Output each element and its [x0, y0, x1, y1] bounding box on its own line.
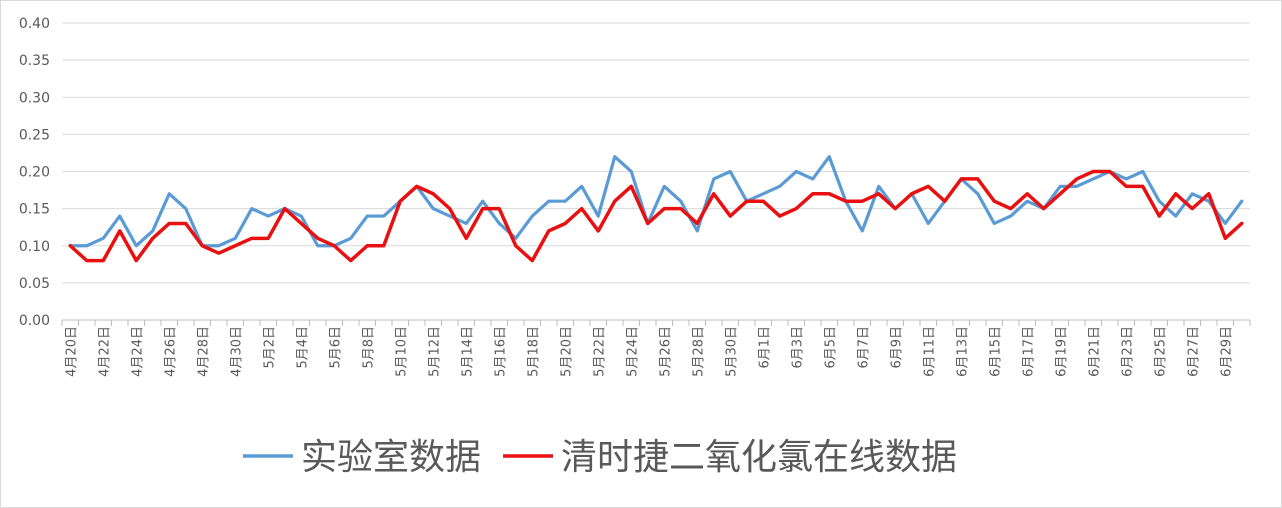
x-tick-label: 5月28日: [691, 326, 706, 377]
x-tick-label: 5月12日: [427, 326, 442, 377]
x-tick-label: 4月30日: [229, 326, 244, 377]
x-tick-label: 6月3日: [790, 326, 805, 369]
x-tick-label: 5月10日: [394, 326, 409, 377]
x-tick-label: 6月17日: [1021, 326, 1036, 377]
x-tick-label: 6月19日: [1054, 326, 1069, 377]
x-tick-label: 4月28日: [196, 326, 211, 377]
x-tick-label: 4月20日: [64, 326, 79, 377]
y-tick-label: 0.30: [19, 90, 50, 106]
y-tick-label: 0.20: [19, 165, 50, 181]
series-line-1: [68, 155, 1244, 248]
legend-label-2: 清时捷二氧化氯在线数据: [561, 437, 957, 478]
x-tick-label: 6月27日: [1186, 326, 1201, 377]
legend: 实验室数据 清时捷二氧化氯在线数据: [243, 437, 957, 478]
y-tick-label: 0.10: [19, 239, 50, 255]
x-tick-label: 5月18日: [526, 326, 541, 377]
x-tick-label: 5月8日: [361, 326, 376, 369]
x-tick-label: 6月25日: [1153, 326, 1168, 377]
y-tick-label: 0.25: [19, 127, 50, 143]
x-tick-label: 6月1日: [757, 326, 772, 369]
x-tick-label: 5月6日: [328, 326, 343, 369]
y-tick-label: 0.15: [19, 202, 50, 218]
y-tick-label: 0.35: [19, 53, 50, 69]
legend-label-1: 实验室数据: [301, 437, 481, 478]
x-tick-label: 5月22日: [592, 326, 607, 377]
x-tick-label: 5月30日: [724, 326, 739, 377]
x-tick-label: 6月7日: [856, 326, 871, 369]
x-tick-label: 6月11日: [922, 326, 937, 377]
y-axis-ticks: 0.00 0.05 0.10 0.15 0.20 0.25 0.30 0.35 0.40: [19, 16, 50, 329]
x-tick-label: 5月20日: [559, 326, 574, 377]
x-tick-label: 5月16日: [493, 326, 508, 377]
x-tick-label: 6月23日: [1120, 326, 1135, 377]
x-tick-label: 6月9日: [889, 326, 904, 369]
x-tick-label: 6月21日: [1087, 326, 1102, 377]
series-lines: [68, 155, 1244, 263]
x-tick-label: 6月13日: [955, 326, 970, 377]
gridlines: [62, 22, 1250, 284]
x-axis: [61, 319, 1251, 326]
x-tick-label: 4月26日: [163, 326, 178, 377]
x-axis-ticks: 4月20日 4月22日 4月24日 4月26日 4月28日 4月30日 5月2日 5月4日 5月…: [64, 326, 1234, 377]
x-tick-label: 5月2日: [262, 326, 277, 369]
x-tick-label: 5月14日: [460, 326, 475, 377]
series-line-2: [68, 169, 1244, 263]
x-tick-label: 5月4日: [295, 326, 310, 369]
x-tick-label: 5月24日: [625, 326, 640, 377]
x-tick-label: 6月15日: [988, 326, 1003, 377]
y-tick-label: 0.00: [19, 313, 50, 329]
y-tick-label: 0.40: [19, 16, 50, 32]
x-tick-label: 6月29日: [1219, 326, 1234, 377]
x-tick-label: 5月26日: [658, 326, 673, 377]
x-tick-label: 6月5日: [823, 326, 838, 369]
x-tick-label: 4月24日: [130, 326, 145, 377]
y-tick-label: 0.05: [19, 276, 50, 292]
x-tick-label: 4月22日: [97, 326, 112, 377]
